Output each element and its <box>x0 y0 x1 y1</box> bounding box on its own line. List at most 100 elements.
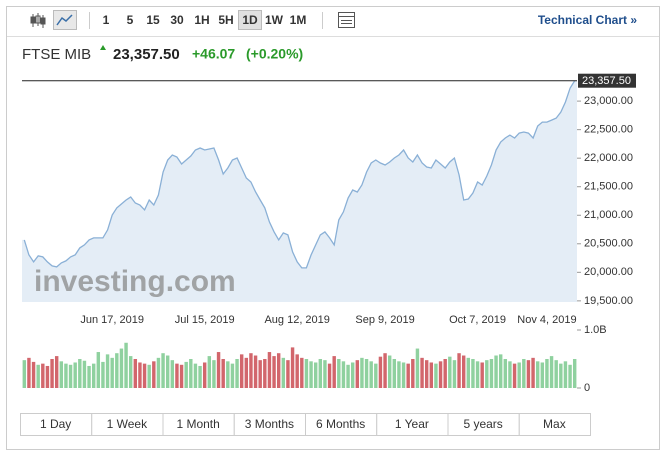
volume-bar <box>119 348 124 388</box>
range-button[interactable] <box>518 413 591 436</box>
y-tick-label: 21,000.00 <box>584 209 633 221</box>
volume-bar <box>360 357 364 388</box>
last-price-box <box>578 73 636 88</box>
volume-bar <box>226 361 230 388</box>
volume-bar <box>45 365 50 388</box>
interval-button[interactable]: 5H <box>218 13 233 27</box>
y-tick-label: 20,000.00 <box>584 266 633 278</box>
volume-bar <box>494 355 498 388</box>
volume-bar <box>101 361 105 388</box>
range-button-label[interactable]: 1 Day <box>40 417 71 431</box>
price-area <box>22 80 577 302</box>
volume-bar <box>535 361 540 388</box>
volume-bar <box>64 363 68 388</box>
volume-bar <box>341 361 346 388</box>
range-button-label[interactable]: Max <box>543 417 566 431</box>
volume-bar <box>54 356 59 388</box>
volume-bar <box>498 354 503 388</box>
volume-bar <box>244 357 249 388</box>
technical-chart-link[interactable]: Technical Chart » <box>538 13 637 27</box>
y-tick-label: 22,500.00 <box>584 124 633 136</box>
volume-bar <box>267 352 272 388</box>
change: +46.07 <box>192 46 235 62</box>
y-tick-label: 0 <box>584 382 590 394</box>
range-button-label[interactable]: 1 Year <box>395 417 429 431</box>
volume-bar <box>503 359 508 388</box>
y-tick-label: 19,500.00 <box>584 295 633 307</box>
interval-button[interactable]: 5 <box>127 13 134 27</box>
range-button-label[interactable]: 5 years <box>463 417 502 431</box>
volume-bar <box>461 355 466 388</box>
volume-bar <box>517 362 521 388</box>
volume-bar <box>91 363 96 388</box>
range-button-label[interactable]: 3 Months <box>245 417 294 431</box>
up-arrow <box>100 45 106 50</box>
volume-bar <box>406 363 410 388</box>
volume-bar <box>276 353 281 388</box>
volume-bar <box>22 360 27 388</box>
y-tick-label: 22,000.00 <box>584 152 633 164</box>
range-button-label[interactable]: 6 Months <box>316 417 365 431</box>
volume-bar <box>286 360 290 388</box>
volume-bar <box>170 360 175 388</box>
price: 23,357.50 <box>113 46 180 63</box>
price-line <box>23 80 576 269</box>
table-icon[interactable] <box>338 12 355 28</box>
volume-bar <box>429 362 434 388</box>
volume-bar <box>452 360 457 388</box>
volume-bar <box>355 360 360 388</box>
volume-bar <box>165 355 170 388</box>
volume-bar <box>559 363 563 388</box>
x-tick-label: Nov 4, 2019 <box>517 314 576 326</box>
volume-bar <box>239 354 244 388</box>
volume-bar <box>424 360 429 388</box>
volume-bar <box>489 359 494 388</box>
volume-bar <box>466 357 471 388</box>
volume-bar <box>346 364 350 388</box>
volume-bar <box>82 360 87 388</box>
x-tick-label: Jul 15, 2019 <box>175 314 235 326</box>
x-tick-label: Aug 12, 2019 <box>264 314 329 326</box>
volume-bar <box>73 362 77 388</box>
interval-button[interactable]: 1 <box>103 13 110 27</box>
interval-button[interactable]: 1M <box>290 13 307 27</box>
volume-bar <box>258 360 262 388</box>
interval-button[interactable]: 15 <box>146 13 160 27</box>
volume-bar <box>318 359 323 388</box>
watermark: investing.com <box>34 265 236 298</box>
y-tick-label: 21,500.00 <box>584 181 633 193</box>
volume-bar <box>193 363 198 388</box>
volume-bar <box>540 362 545 388</box>
volume-bar <box>545 359 549 388</box>
interval-selected[interactable] <box>238 10 262 30</box>
volume-bar <box>31 361 36 388</box>
volume-bar <box>378 356 383 388</box>
interval-button[interactable]: 30 <box>170 13 184 27</box>
volume-bar <box>133 359 138 388</box>
volume-bar <box>138 362 142 388</box>
volume-bar <box>323 360 327 388</box>
interval-button[interactable]: 1W <box>265 13 284 27</box>
range-button-label[interactable]: 1 Month <box>176 417 219 431</box>
range-button-label[interactable]: 1 Week <box>107 417 148 431</box>
volume-bar <box>448 356 452 388</box>
volume-bar <box>397 361 401 388</box>
volume-bar <box>128 356 133 388</box>
volume-bar <box>387 355 392 388</box>
candle-icon[interactable] <box>30 13 46 28</box>
volume-bar <box>364 359 369 388</box>
volume-bar <box>50 359 54 388</box>
volume-bar <box>249 353 253 388</box>
interval-button[interactable]: 1D <box>242 13 258 27</box>
volume-bar <box>411 359 415 388</box>
volume-bar <box>147 364 151 388</box>
volume-bar <box>300 357 304 388</box>
volume-bar <box>549 356 554 388</box>
interval-button[interactable]: 1H <box>194 13 209 27</box>
volume-bar <box>512 363 517 388</box>
volume-bar <box>152 361 156 388</box>
volume-bar <box>142 363 147 388</box>
volume-bar <box>434 363 438 388</box>
volume-bar <box>189 359 193 388</box>
